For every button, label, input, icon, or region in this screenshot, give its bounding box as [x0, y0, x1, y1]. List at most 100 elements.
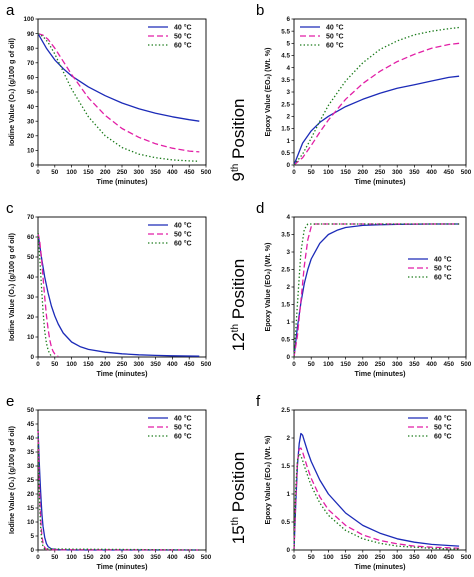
legend: 40 °C50 °C60 °C — [148, 415, 192, 441]
y-tick-label: 3 — [286, 249, 290, 256]
x-tick-label: 200 — [358, 169, 369, 176]
y-tick-label: 5 — [30, 533, 34, 540]
x-tick-label: 50 — [308, 554, 316, 561]
x-tick-label: 400 — [426, 169, 437, 176]
y-tick-label: 0 — [30, 354, 34, 361]
panel-letter: c — [6, 200, 14, 217]
x-tick-label: 350 — [150, 361, 161, 368]
y-tick-label: 2 — [286, 114, 290, 121]
y-tick-label: 30 — [27, 118, 35, 125]
y-tick-label: 0 — [30, 162, 34, 169]
x-tick-label: 300 — [392, 169, 403, 176]
x-tick-label: 400 — [426, 361, 437, 368]
y-tick-label: 3.5 — [281, 77, 290, 84]
legend-label: 60 °C — [326, 42, 344, 50]
panel-letter: e — [6, 393, 14, 410]
y-tick-label: 0.5 — [281, 150, 290, 157]
y-axis-title: Iodine Value (O₁) (g/100 g of oil) — [7, 425, 16, 534]
y-tick-label: 70 — [27, 60, 35, 67]
x-tick-label: 300 — [392, 554, 403, 561]
x-tick-label: 150 — [340, 361, 351, 368]
series-line-60c — [37, 232, 52, 357]
y-tick-label: 3 — [286, 89, 290, 96]
x-axis-title: Time (minutes) — [97, 562, 149, 571]
y-tick-label: 25 — [27, 477, 35, 484]
y-axis-title: Iodine Value (O₁) (g/100 g of oil) — [7, 232, 16, 341]
legend-label: 50 °C — [326, 33, 344, 41]
y-tick-label: 2.5 — [281, 101, 290, 108]
y-tick-label: 35 — [27, 449, 35, 456]
series-line-60c — [293, 453, 460, 551]
position-label-12th: 12th Position — [229, 259, 248, 351]
legend-label: 50 °C — [434, 424, 452, 432]
x-tick-label: 500 — [201, 169, 212, 176]
x-axis-title: Time (minutes) — [97, 177, 149, 186]
y-axis-title: Iodine Value (O₁) (g/100 g of oil) — [7, 37, 16, 146]
x-tick-label: 350 — [409, 361, 420, 368]
y-tick-label: 0 — [286, 547, 290, 554]
y-tick-label: 40 — [27, 274, 35, 281]
y-tick-label: 20 — [27, 314, 35, 321]
x-tick-label: 100 — [323, 169, 334, 176]
series-line-50c — [37, 32, 200, 153]
y-tick-label: 40 — [27, 435, 35, 442]
series-line-50c — [37, 232, 59, 357]
y-tick-label: 2 — [286, 435, 290, 442]
x-tick-label: 250 — [117, 169, 128, 176]
series-line-50c — [293, 223, 460, 358]
x-tick-label: 150 — [340, 554, 351, 561]
x-tick-label: 0 — [36, 361, 40, 368]
y-tick-label: 1 — [286, 491, 290, 498]
legend: 40 °C50 °C60 °C — [408, 256, 452, 282]
y-tick-label: 0 — [286, 354, 290, 361]
x-tick-label: 50 — [51, 169, 59, 176]
x-tick-label: 200 — [100, 169, 111, 176]
y-tick-label: 50 — [27, 254, 35, 261]
legend-label: 40 °C — [434, 256, 452, 264]
panel-letter: b — [256, 2, 264, 19]
x-tick-label: 450 — [184, 554, 195, 561]
y-tick-label: 30 — [27, 294, 35, 301]
legend-label: 50 °C — [174, 33, 192, 41]
x-tick-label: 0 — [292, 554, 296, 561]
x-tick-label: 300 — [134, 169, 145, 176]
x-tick-label: 500 — [461, 169, 472, 176]
y-tick-label: 4 — [286, 65, 290, 72]
y-tick-label: 40 — [27, 104, 35, 111]
panel-letter: f — [256, 393, 261, 410]
x-tick-label: 400 — [167, 169, 178, 176]
x-tick-label: 150 — [83, 554, 94, 561]
x-tick-label: 500 — [201, 554, 212, 561]
x-tick-label: 250 — [375, 169, 386, 176]
x-tick-label: 200 — [100, 554, 111, 561]
y-axis-title: Epoxy Value (EO₂) (Wt. %) — [263, 242, 272, 332]
x-tick-label: 400 — [426, 554, 437, 561]
series-line-40c — [37, 232, 200, 357]
legend-label: 40 °C — [434, 415, 452, 423]
y-tick-label: 50 — [27, 407, 35, 414]
panel-letter: d — [256, 200, 264, 217]
x-tick-label: 400 — [167, 554, 178, 561]
x-tick-label: 500 — [201, 361, 212, 368]
x-axis-title: Time (minutes) — [355, 177, 407, 186]
x-tick-label: 300 — [134, 554, 145, 561]
x-tick-label: 0 — [36, 169, 40, 176]
x-tick-label: 450 — [444, 169, 455, 176]
y-tick-label: 2.5 — [281, 267, 290, 274]
x-tick-label: 0 — [292, 169, 296, 176]
series-line-40c — [293, 75, 460, 166]
y-tick-label: 2.5 — [281, 407, 290, 414]
y-tick-label: 50 — [27, 89, 35, 96]
y-tick-label: 10 — [27, 519, 35, 526]
y-tick-label: 60 — [27, 234, 35, 241]
chart-panel-c: c 0 50 100 150 200 250 300 350 400 450 500 0 10 20 30 40… — [6, 200, 212, 378]
chart-panel-d: d 0 50 100 150 200 250 300 350 400 450 500 0 0.5 1 1.5 2… — [256, 200, 472, 378]
legend-label: 60 °C — [174, 42, 192, 50]
y-tick-label: 45 — [27, 421, 35, 428]
y-tick-label: 2 — [286, 284, 290, 291]
x-tick-label: 100 — [66, 554, 77, 561]
x-tick-label: 200 — [100, 361, 111, 368]
y-tick-label: 0 — [30, 547, 34, 554]
x-tick-label: 200 — [358, 554, 369, 561]
x-tick-label: 200 — [358, 361, 369, 368]
